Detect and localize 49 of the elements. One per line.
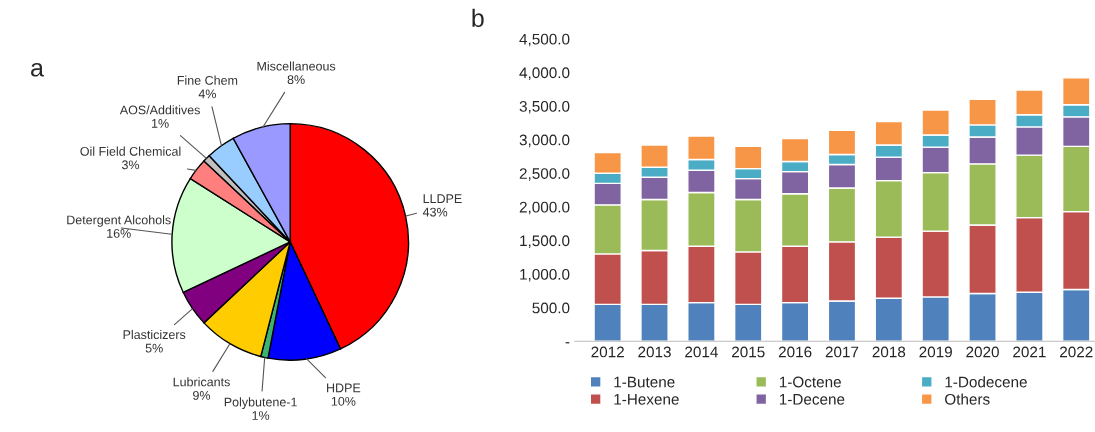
x-tick-label: 2015: [732, 346, 765, 358]
data-label: 43%: [422, 207, 448, 217]
legend-label: 1-Butene: [614, 376, 675, 388]
y-tick-label: 1,500.0: [520, 235, 570, 248]
legend-label: 1-Dodecene: [945, 376, 1027, 388]
slice-label: AOS/Additives: [119, 105, 200, 115]
y-tick-label: 1,000.0: [520, 268, 570, 282]
data-label: 1%: [152, 119, 169, 128]
x-tick-label: 2017: [825, 346, 859, 358]
y-tick-label: 500.0: [532, 302, 570, 314]
y-tick-label: 3,500.0: [519, 100, 570, 114]
data-label: 8%: [287, 75, 305, 85]
slice-label: Detergent Alcohols: [67, 215, 171, 227]
slice-label: LLDPE: [423, 194, 462, 203]
data-label: 10%: [331, 396, 356, 406]
legend-label: Others: [945, 393, 990, 405]
x-tick-label: 2019: [919, 346, 952, 358]
x-tick-label: 2018: [872, 346, 906, 358]
y-tick-label: 3,000.0: [519, 134, 570, 148]
slice-label: Polybutene-1: [224, 397, 297, 409]
slice-label: Oil Field Chemical: [80, 146, 181, 156]
x-tick-label: 2013: [638, 346, 671, 358]
x-tick-label: 2022: [1060, 346, 1093, 358]
x-tick-label: 2016: [778, 346, 812, 358]
data-label: 9%: [193, 390, 211, 400]
data-label: 16%: [107, 228, 131, 238]
legend-label: 1-Hexene: [614, 394, 679, 405]
y-tick-label: 4,000.0: [519, 67, 570, 80]
x-tick-label: 2020: [966, 346, 999, 358]
slice-label: Lubricants: [173, 377, 230, 387]
x-tick-label: 2021: [1013, 346, 1046, 358]
data-label: 5%: [145, 343, 163, 353]
y-tick-label: 2,500.0: [519, 168, 570, 181]
x-tick-label: 2012: [591, 346, 624, 358]
slice-label: Fine Chem: [177, 75, 238, 85]
chart-title: a: [31, 62, 44, 77]
legend-label: 1-Decene: [779, 394, 845, 405]
slice-label: HDPE: [327, 383, 361, 393]
y-tick-label: -: [565, 342, 570, 344]
data-label: 1%: [252, 411, 270, 420]
data-label: 4%: [198, 89, 216, 99]
x-tick-label: 2014: [685, 346, 718, 358]
data-label: 3%: [121, 160, 140, 170]
slice-label: Miscellaneous: [257, 61, 336, 71]
y-tick-label: 4,500.0: [519, 33, 570, 47]
chart-title: b: [472, 8, 484, 28]
slice-label: Plasticizers: [123, 329, 186, 340]
legend-label: 1-Octene: [779, 376, 841, 388]
y-tick-label: 2,000.0: [519, 201, 570, 215]
